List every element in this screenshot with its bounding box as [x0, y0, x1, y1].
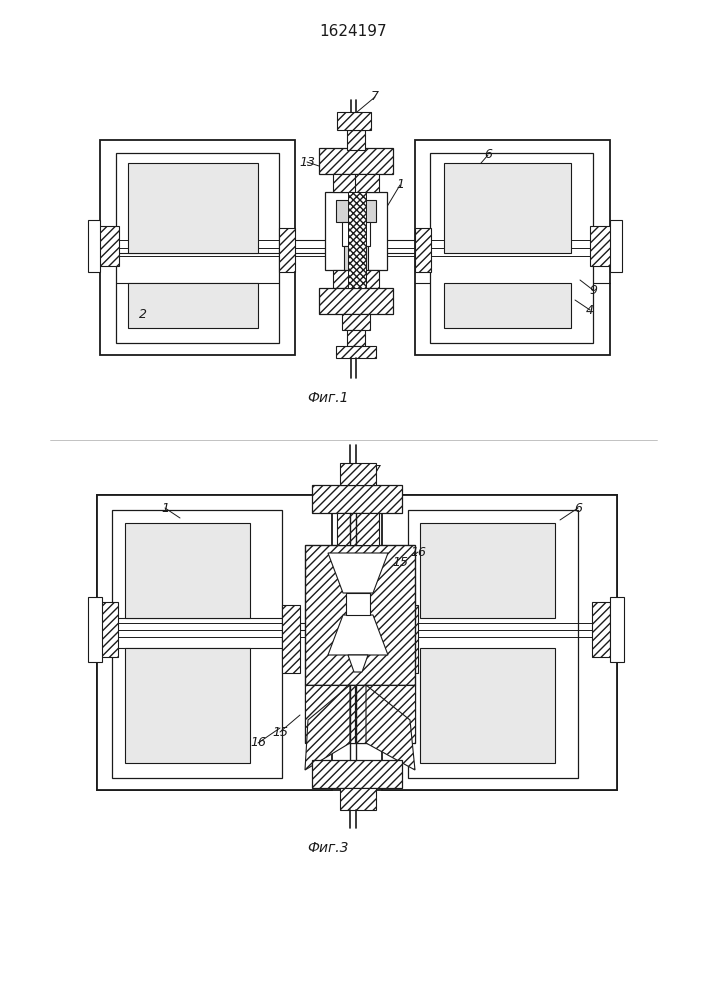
Bar [342, 222, 370, 246]
Polygon shape [328, 615, 388, 655]
Bar [420, 648, 555, 763]
Bar [444, 283, 571, 328]
Bar [312, 760, 402, 788]
Polygon shape [305, 685, 350, 770]
Bar [333, 174, 379, 192]
Text: 15: 15 [392, 556, 408, 570]
Bar [333, 270, 379, 288]
Bar [337, 112, 371, 130]
Bar [116, 153, 279, 343]
Bar [336, 346, 376, 358]
Bar [325, 192, 387, 270]
Bar [125, 648, 250, 763]
Bar [610, 597, 624, 662]
Bar [340, 788, 376, 810]
Polygon shape [366, 685, 415, 770]
Bar [305, 685, 415, 743]
Bar [336, 200, 376, 222]
Text: 13: 13 [299, 155, 315, 168]
Polygon shape [348, 655, 368, 672]
Bar [344, 246, 368, 270]
Bar [97, 495, 617, 790]
Bar [347, 130, 365, 150]
Text: 7: 7 [371, 91, 379, 104]
Text: 1624197: 1624197 [319, 24, 387, 39]
Bar [128, 283, 258, 328]
Text: 4: 4 [586, 304, 594, 316]
Bar [420, 523, 555, 618]
Text: Фиг.1: Фиг.1 [308, 391, 349, 405]
Bar [125, 523, 250, 618]
Bar [444, 163, 571, 253]
Polygon shape [305, 685, 355, 743]
Bar [88, 597, 102, 662]
Bar [88, 220, 100, 272]
Bar [415, 228, 431, 272]
Text: 7: 7 [373, 464, 381, 477]
Bar [319, 288, 393, 314]
Bar [305, 545, 415, 685]
Text: 16: 16 [410, 546, 426, 558]
Bar [128, 163, 258, 253]
Bar [592, 602, 610, 657]
Text: 16: 16 [250, 736, 266, 750]
Text: 1: 1 [161, 502, 169, 514]
Bar [610, 220, 622, 272]
Bar [415, 140, 610, 355]
Text: 1: 1 [396, 178, 404, 192]
Text: 6: 6 [574, 502, 582, 514]
Bar [347, 330, 365, 346]
Bar [319, 148, 393, 174]
Bar [590, 226, 612, 266]
Text: 6: 6 [484, 148, 492, 161]
Polygon shape [328, 553, 388, 593]
Bar [342, 314, 370, 330]
Bar [282, 605, 300, 673]
Bar [337, 513, 379, 545]
Bar [400, 605, 418, 673]
Text: 9: 9 [589, 284, 597, 296]
Polygon shape [355, 685, 415, 743]
Bar [312, 485, 402, 513]
Bar [279, 228, 295, 272]
Bar [112, 510, 282, 778]
Text: Фиг.3: Фиг.3 [308, 841, 349, 855]
Bar [430, 153, 593, 343]
Bar [97, 495, 332, 790]
Text: 15: 15 [272, 726, 288, 738]
Bar [348, 192, 366, 288]
Bar [100, 602, 118, 657]
Bar [346, 593, 370, 615]
Bar [340, 463, 376, 485]
Bar [100, 140, 295, 355]
Bar [97, 226, 119, 266]
Bar [382, 495, 617, 790]
Text: 2: 2 [139, 308, 147, 322]
Bar [408, 510, 578, 778]
